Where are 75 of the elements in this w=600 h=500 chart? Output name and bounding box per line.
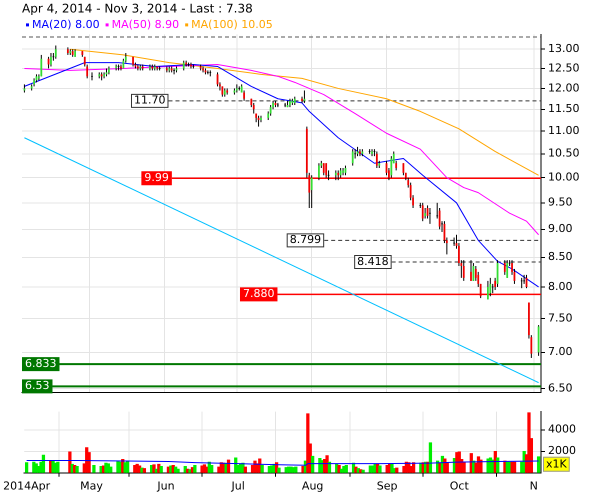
y-tick-label: 7.50: [548, 311, 572, 324]
y-tick-label: 10.00: [548, 170, 580, 184]
chart-title: Apr 4, 2014 - Nov 3, 2014 - Last : 7.38: [22, 1, 253, 16]
ref-line-label: 6.53: [25, 379, 50, 392]
y-tick-label: 6.50: [548, 381, 572, 394]
candlestick: [270, 104, 272, 116]
bar: [277, 468, 281, 473]
x-tick-label: 2014Apr: [3, 479, 51, 492]
candlestick: [526, 274, 528, 289]
bar: [109, 466, 112, 473]
candlestick: [496, 260, 498, 288]
candlestick: [438, 207, 441, 230]
candlestick: [470, 260, 472, 282]
candlestick: [340, 168, 342, 178]
candlestick: [522, 274, 526, 284]
y-tick-label: 12.50: [548, 61, 580, 74]
candlestick: [216, 72, 218, 87]
y-tick-label: 11.00: [548, 124, 580, 137]
bar: [210, 464, 214, 473]
bar: [496, 457, 500, 473]
y-tick-label: 8.00: [548, 280, 572, 293]
candlestick: [318, 162, 320, 181]
x-tick-label: May: [80, 479, 104, 492]
x-tick-label: Jun: [156, 479, 175, 492]
bar: [362, 470, 365, 473]
bar: [446, 462, 449, 473]
y-tick-label: 8.50: [548, 250, 572, 264]
y-tick-label: 4000: [548, 422, 576, 436]
bar: [142, 468, 146, 473]
text: x1K: [546, 458, 568, 471]
ref-line-label: 7.880: [242, 287, 274, 300]
x-tick-label: Oct: [450, 479, 470, 492]
candlestick: [304, 90, 306, 104]
x-tick-label: N: [530, 479, 538, 492]
bar: [344, 464, 348, 473]
bar: [176, 468, 180, 473]
x-tick-label: Jul: [230, 479, 245, 492]
legend-label: MA(20) 8.00: [32, 18, 100, 31]
ref-line-label: 6.833: [25, 357, 56, 370]
ref-line-label: 11.70: [134, 94, 166, 107]
candlestick: [386, 160, 388, 176]
bar: [311, 456, 314, 473]
legend-label: MA(100) 10.05: [191, 18, 273, 31]
bar: [244, 466, 247, 473]
y-tick-label: 9.50: [548, 196, 572, 209]
x-tick-label: Sep: [376, 479, 398, 492]
bar: [193, 464, 196, 473]
y-tick-label: 11.50: [548, 102, 580, 116]
candlestick: [486, 280, 489, 300]
y-tick-label: 9.00: [548, 222, 572, 236]
candlestick: [356, 146, 358, 157]
y-tick-label: 7.00: [548, 345, 572, 358]
ref-line-label: 8.418: [357, 254, 389, 268]
candlestick: [402, 162, 404, 176]
y-tick-label: 10.50: [548, 146, 580, 160]
ref-line-label: 8.799: [290, 233, 322, 246]
candlestick: [424, 207, 426, 220]
y-tick-label: 2000: [548, 444, 576, 458]
candlestick: [376, 150, 378, 168]
y-tick-label: 12.00: [548, 81, 580, 94]
ref-line-label: 9.99: [144, 171, 169, 184]
y-tick-label: 13.00: [548, 42, 580, 56]
legend-label: MA(50) 8.90: [112, 18, 180, 31]
candlestick: [520, 277, 523, 289]
bar: [160, 466, 163, 473]
candlestick: [344, 165, 346, 176]
candlestick: [452, 237, 456, 246]
bar: [260, 464, 264, 473]
candlestick: [258, 115, 260, 128]
candlestick: [243, 90, 245, 102]
candlestick: [48, 56, 50, 69]
x-tick-label: Aug: [302, 479, 324, 492]
bar: [395, 468, 398, 473]
candlestick: [50, 52, 52, 67]
candlestick: [472, 262, 474, 282]
